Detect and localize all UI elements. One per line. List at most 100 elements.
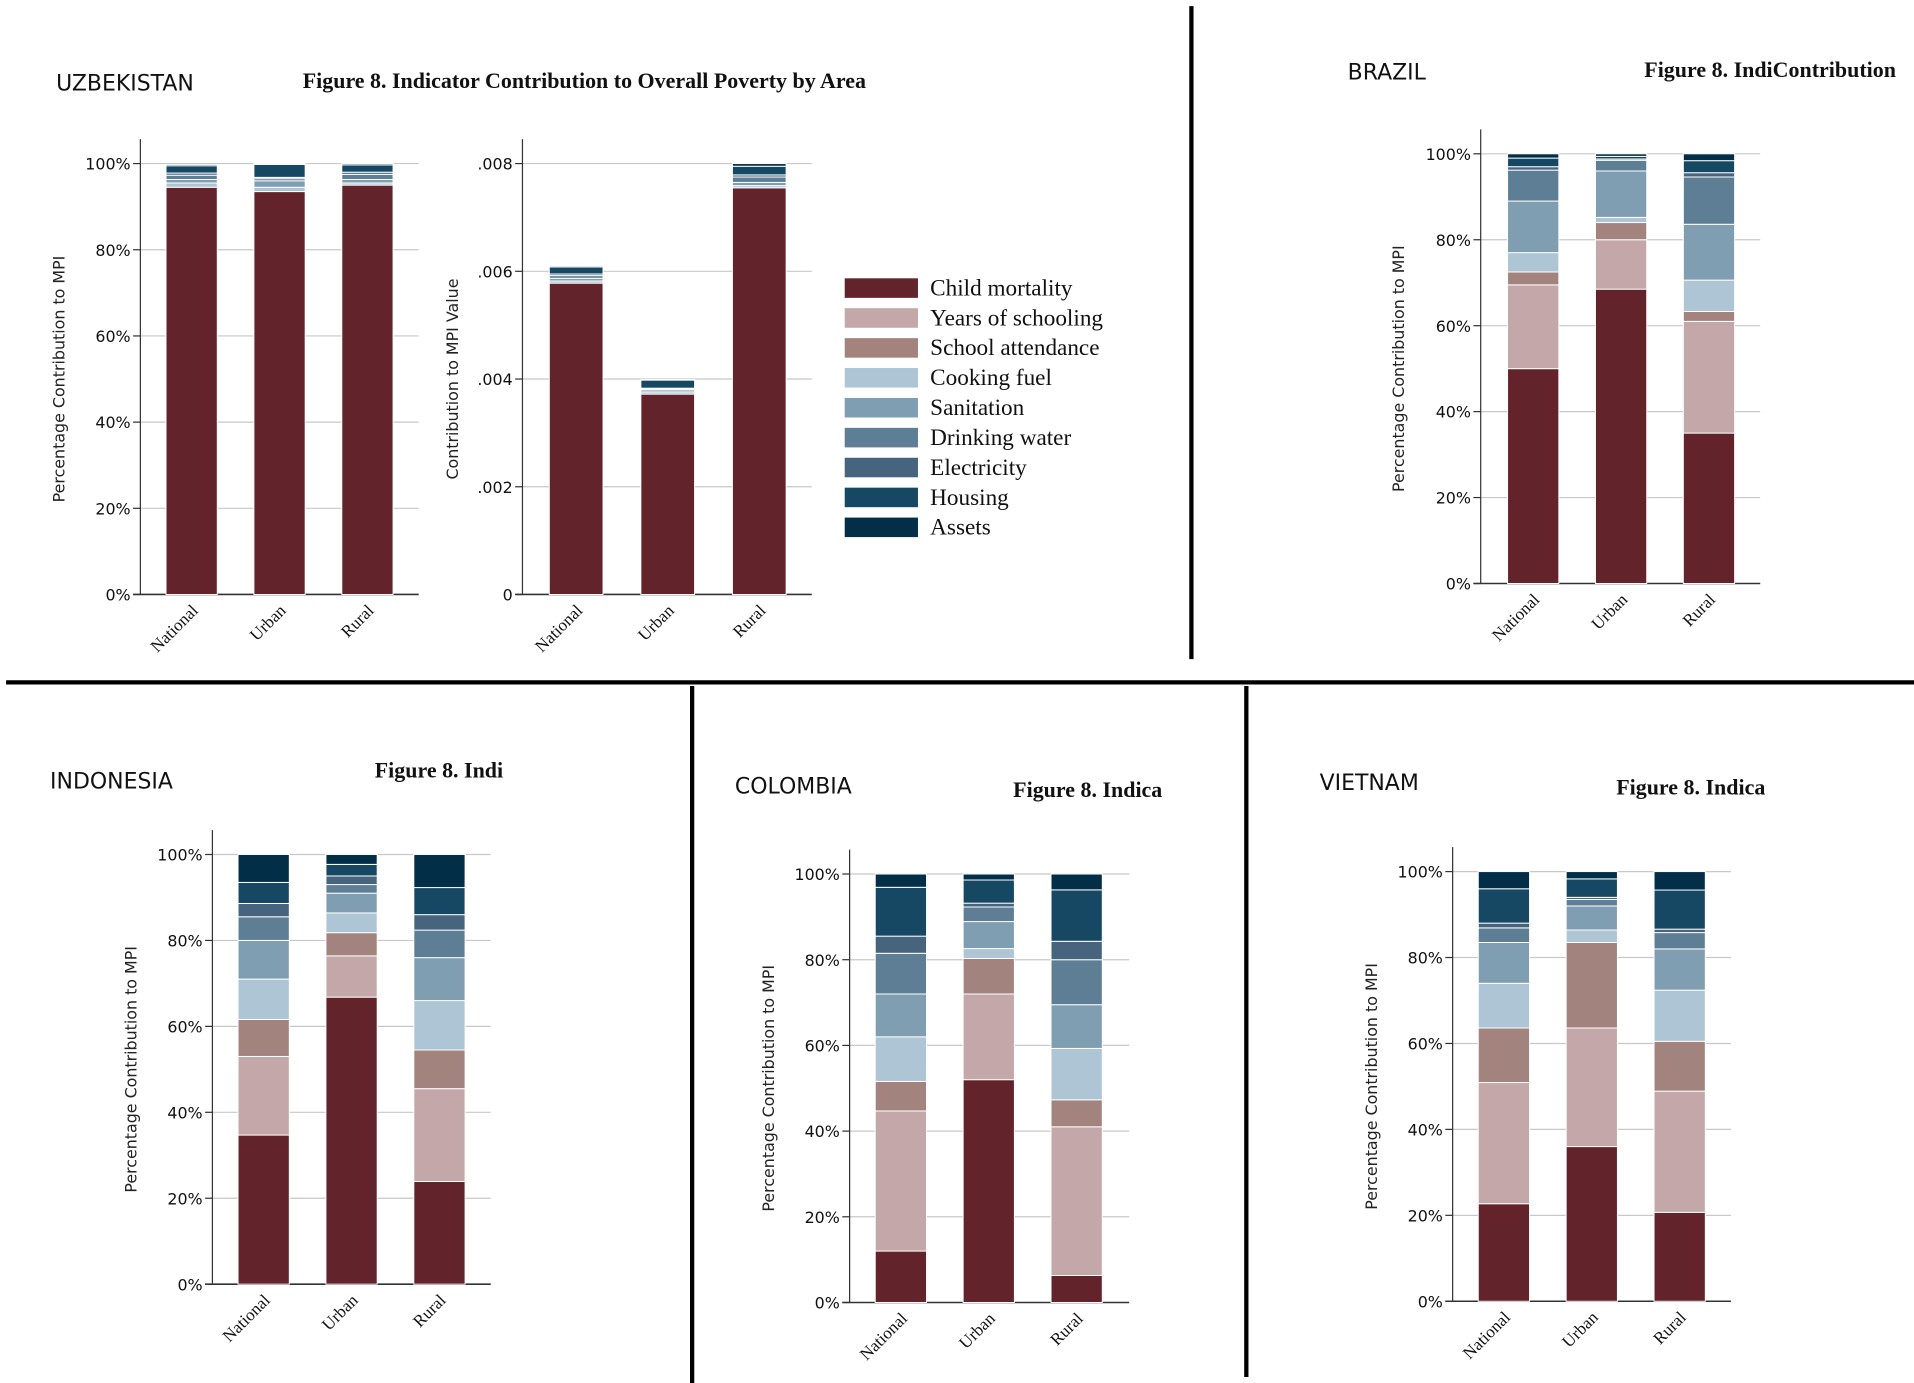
legend-swatch (844, 338, 918, 358)
bar-segment-child-mortality (165, 186, 218, 595)
legend-swatch (844, 397, 918, 418)
bar-segment-housing (1477, 888, 1531, 924)
y-axis-title: Percentage Contribution to MPI (1362, 963, 1381, 1210)
bar-segment-housing (962, 879, 1015, 904)
bar-segment-housing (253, 163, 306, 178)
bar-segment-years-of-schooling (325, 955, 378, 998)
bar-segment-assets (1653, 871, 1706, 891)
bar-segment-electricity (1477, 922, 1531, 929)
y-tick-label: 40% (1436, 403, 1471, 422)
bar-segment-cooking-fuel (165, 182, 218, 188)
bar-segment-sanitation (237, 939, 290, 980)
x-tick-label: National (856, 1309, 911, 1364)
bar-segment-child-mortality (548, 282, 604, 595)
figure-title: Figure 8. Indicator Contribution to Over… (303, 68, 866, 93)
bar-segment-sanitation (1565, 905, 1618, 931)
x-tick-label: Rural (337, 601, 377, 641)
x-tick-label: Urban (246, 601, 290, 645)
y-tick-label: 100% (1398, 863, 1443, 882)
bar-segment-school-attendance (1653, 1040, 1706, 1092)
bar-urban (253, 163, 306, 595)
bar-segment-assets (1050, 873, 1103, 891)
bar-segment-assets (165, 163, 218, 167)
bar-segment-school-attendance (1565, 941, 1618, 1029)
y-tick-label: 40% (1408, 1120, 1443, 1139)
y-tick-label: 100% (157, 846, 202, 865)
y-tick-label: 0 (503, 586, 513, 605)
bar-rural (341, 163, 394, 595)
bar-national (548, 265, 604, 595)
bar-segment-cooking-fuel (1565, 929, 1618, 943)
legend-label: Drinking water (930, 425, 1071, 451)
y-tick-label: 40% (167, 1103, 202, 1122)
x-tick-label: Rural (1650, 1308, 1690, 1348)
bar-segment-electricity (1653, 928, 1706, 934)
y-tick-label: 20% (1408, 1206, 1443, 1225)
bar-segment-housing (1507, 157, 1560, 168)
country-label: INDONESIA (50, 770, 173, 795)
y-tick-label: 20% (1436, 489, 1471, 508)
bar-segment-cooking-fuel (962, 948, 1015, 959)
y-axis-title: Percentage Contribution to MPI (50, 256, 69, 503)
bar-segment-assets (253, 163, 306, 165)
bar-segment-years-of-schooling (1507, 284, 1560, 370)
bar-segment-sanitation (1477, 941, 1531, 984)
legend-label: Housing (930, 485, 1009, 511)
bar-segment-cooking-fuel (237, 978, 290, 1020)
x-tick-label: Urban (955, 1309, 999, 1353)
bar-segment-years-of-schooling (413, 1088, 466, 1182)
dividers (6, 6, 1914, 1383)
y-tick-label: 0% (1446, 575, 1471, 594)
bar-segment-years-of-schooling (1682, 320, 1736, 434)
x-tick-label: National (1459, 1308, 1514, 1363)
bar-segment-housing (1050, 889, 1103, 942)
x-tick-label: Urban (318, 1290, 362, 1334)
bar-national (165, 163, 218, 595)
bar-segment-years-of-schooling (962, 993, 1015, 1081)
bar-segment-housing (1653, 889, 1706, 930)
bar-segment-housing (237, 881, 290, 904)
bar-segment-assets (1594, 153, 1648, 157)
bar-urban (325, 854, 378, 1285)
bar-segment-electricity (325, 875, 378, 886)
x-tick-label: National (147, 601, 202, 656)
bar-segment-electricity (1050, 940, 1103, 961)
bar-segment-sanitation (1050, 1004, 1103, 1049)
y-tick-label: 20% (167, 1189, 202, 1208)
legend-swatch (844, 278, 918, 298)
bar-rural (1653, 871, 1706, 1302)
y-tick-label: .002 (477, 478, 512, 497)
legend-label: Sanitation (930, 395, 1024, 421)
y-axis-title: Percentage Contribution to MPI (759, 965, 778, 1212)
y-tick-label: 0% (815, 1294, 840, 1313)
legend: Child mortality Years of schooling School … (844, 275, 1103, 541)
bar-segment-drinking-water (237, 916, 290, 941)
bar-segment-school-attendance (413, 1049, 466, 1090)
chart-colombia: COLOMBIA Figure 8. Indica 0% 20% 40% 60% 80% 10… (735, 774, 1162, 1364)
bar-segment-school-attendance (1507, 271, 1560, 286)
bar-segment-electricity (962, 902, 1015, 908)
bar-segment-drinking-water (325, 884, 378, 894)
x-tick-label: Rural (1047, 1309, 1087, 1349)
chart-uzbekistan-pct: UZBEKISTAN Figure 8. Indicator Contributi… (50, 68, 866, 656)
bar-segment-school-attendance (874, 1080, 927, 1112)
bar-segment-sanitation (874, 993, 927, 1038)
bar-segment-years-of-schooling (874, 1110, 927, 1252)
bar-segment-cooking-fuel (874, 1036, 927, 1082)
y-tick-label: 20% (805, 1208, 840, 1227)
bar-segment-child-mortality (1507, 368, 1560, 584)
bar-segment-child-mortality (237, 1134, 290, 1285)
bar-segment-housing (731, 165, 787, 176)
y-tick-label: .006 (477, 262, 512, 281)
legend-label: School attendance (930, 335, 1099, 361)
y-tick-label: 0% (105, 586, 130, 605)
bar-segment-cooking-fuel (325, 912, 378, 934)
chart-indonesia: INDONESIA Figure 8. Indi 0% 20% 40% 60% 80% 100… (50, 758, 503, 1346)
bar-segment-child-mortality (1565, 1146, 1618, 1302)
bar-segment-sanitation (325, 892, 378, 914)
bar-segment-child-mortality (640, 393, 696, 595)
y-tick-label: 60% (1408, 1035, 1443, 1054)
bar-segment-cooking-fuel (1682, 279, 1736, 312)
y-tick-label: 40% (95, 413, 130, 432)
figure-title: Figure 8. Indi (375, 758, 503, 783)
